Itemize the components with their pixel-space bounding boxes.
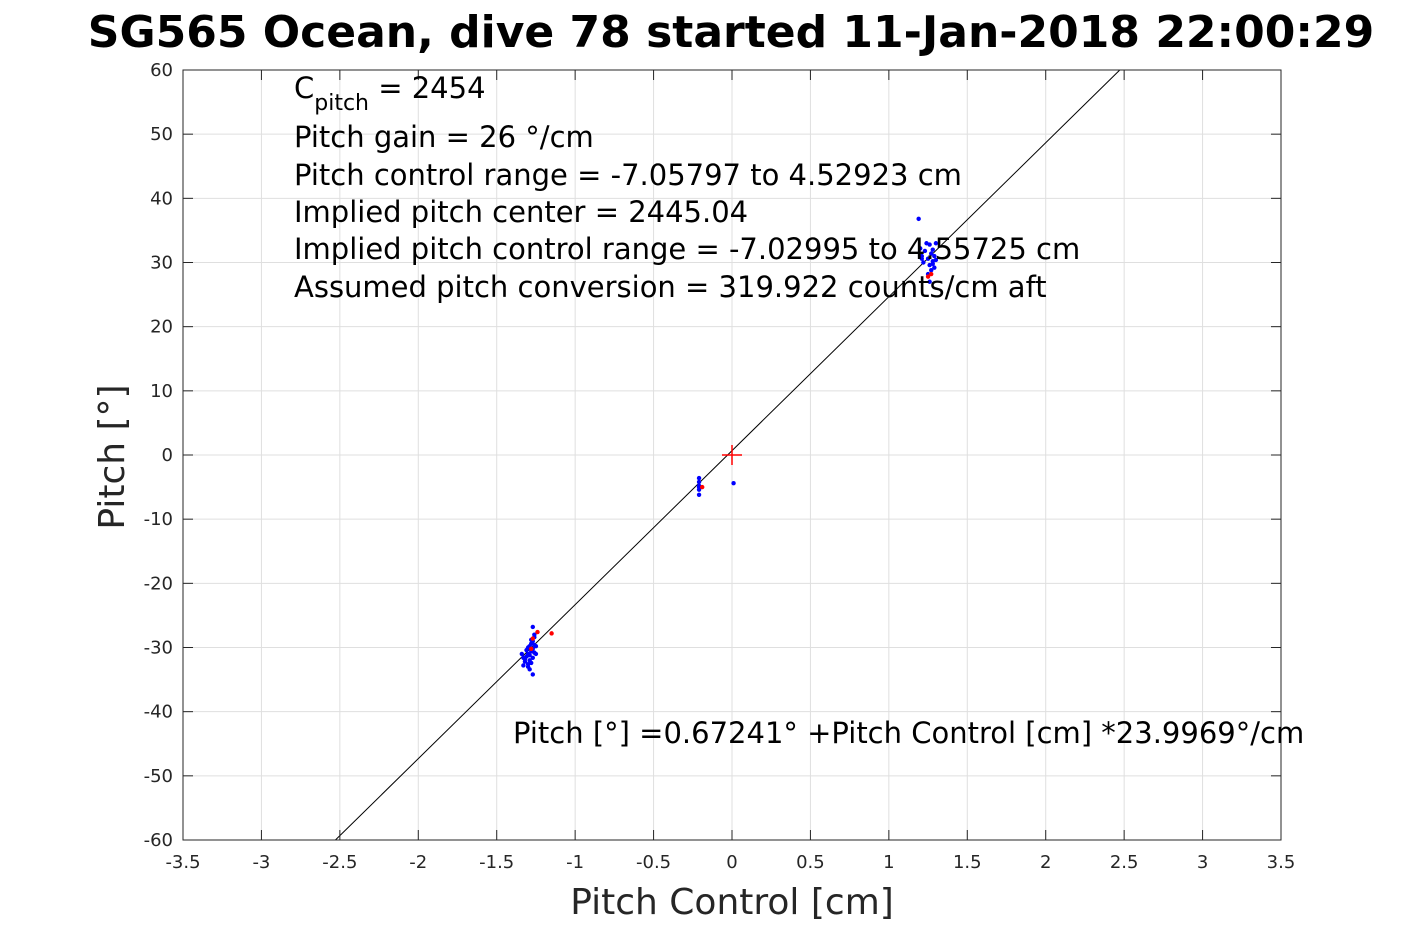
data-point-blue bbox=[929, 268, 934, 273]
data-point-red bbox=[925, 274, 931, 279]
y-tick-label: 20 bbox=[150, 317, 173, 338]
x-tick-label: 2.5 bbox=[1110, 852, 1139, 873]
data-point-blue bbox=[916, 216, 921, 222]
annotation-cpitch: Cpitch = 2454 bbox=[294, 71, 486, 116]
data-point-blue bbox=[533, 651, 539, 657]
y-tick-label: 10 bbox=[150, 381, 173, 402]
x-tick-label: -2 bbox=[409, 852, 427, 873]
y-tick-label: -60 bbox=[144, 830, 173, 851]
data-point-blue bbox=[731, 481, 736, 486]
x-tick-label: -2.5 bbox=[322, 852, 357, 873]
x-tick-label: 2 bbox=[1040, 852, 1051, 873]
data-point-blue bbox=[696, 479, 702, 485]
x-tick-label: 1 bbox=[883, 852, 894, 873]
x-tick-label: 3.5 bbox=[1267, 852, 1296, 873]
data-point-blue bbox=[532, 632, 537, 637]
y-tick-label: 60 bbox=[150, 60, 173, 81]
y-tick-label: 30 bbox=[150, 253, 173, 274]
x-tick-labels: -3.5 -3 -2.5 -2 -1.5 -1 -0.5 0 0.5 1 1.5 2 2.5 3 3.5 bbox=[165, 852, 1295, 873]
data-point-blue bbox=[521, 663, 526, 668]
data-point-blue bbox=[922, 248, 928, 254]
y-tick-label: -40 bbox=[144, 702, 173, 723]
data-point-red bbox=[535, 629, 540, 635]
x-tick-label: -0.5 bbox=[636, 852, 671, 873]
y-tick-label: 40 bbox=[150, 188, 173, 209]
data-point-blue bbox=[533, 644, 539, 649]
x-tick-label: 1.5 bbox=[953, 852, 982, 873]
data-point-blue bbox=[525, 651, 531, 657]
x-tick-label: 3 bbox=[1197, 852, 1208, 873]
y-tick-label: 0 bbox=[162, 445, 173, 466]
data-points bbox=[519, 216, 939, 677]
y-tick-label: -30 bbox=[144, 638, 173, 659]
annotation-implied-center: Implied pitch center = 2445.04 bbox=[294, 195, 748, 229]
y-axis-label: Pitch [°] bbox=[92, 384, 133, 529]
data-point-blue bbox=[522, 656, 528, 662]
data-point-red bbox=[530, 636, 535, 641]
axis-ticks bbox=[182, 69, 1282, 841]
x-axis-label: Pitch Control [cm] bbox=[570, 882, 894, 923]
data-point-red bbox=[549, 631, 554, 636]
data-point-blue bbox=[932, 253, 937, 259]
y-tick-label: -50 bbox=[144, 766, 173, 787]
annotation-conversion: Assumed pitch conversion = 319.922 count… bbox=[294, 270, 1047, 304]
x-tick-label: 0.5 bbox=[796, 852, 825, 873]
data-point-blue bbox=[519, 651, 525, 657]
annotation-implied-range: Implied pitch control range = -7.02995 t… bbox=[294, 232, 1080, 266]
x-tick-label: 0 bbox=[726, 852, 737, 873]
annotation-control-range: Pitch control range = -7.05797 to 4.5292… bbox=[294, 158, 962, 192]
chart-title: SG565 Ocean, dive 78 started 11-Jan-2018… bbox=[88, 7, 1374, 58]
y-tick-label: 50 bbox=[150, 124, 173, 145]
data-point-blue bbox=[929, 251, 934, 256]
data-point-blue bbox=[529, 660, 534, 666]
annotation-fit-equation: Pitch [°] =0.67241° +Pitch Control [cm] … bbox=[513, 716, 1304, 750]
cpitch-value: = 2454 bbox=[369, 71, 486, 105]
data-point-blue bbox=[530, 655, 535, 660]
data-point-blue bbox=[527, 667, 532, 672]
data-point-blue bbox=[930, 261, 935, 266]
center-marker bbox=[722, 445, 742, 465]
data-point-blue bbox=[933, 241, 939, 246]
data-point-blue bbox=[530, 672, 535, 677]
data-point-blue bbox=[921, 260, 926, 265]
data-point-blue bbox=[933, 257, 939, 263]
data-point-blue bbox=[930, 247, 935, 252]
data-point-blue bbox=[927, 242, 932, 247]
data-point-blue bbox=[925, 256, 931, 261]
data-point-red bbox=[699, 484, 705, 490]
plot-area bbox=[182, 69, 1282, 841]
annotation-pitch-gain: Pitch gain = 26 °/cm bbox=[294, 120, 594, 154]
data-point-red bbox=[929, 271, 934, 277]
annotation-block: Cpitch = 2454 Pitch gain = 26 °/cm Pitch… bbox=[294, 71, 1304, 750]
x-tick-label: -1.5 bbox=[479, 852, 514, 873]
cpitch-subscript: pitch bbox=[314, 91, 369, 116]
data-point-blue bbox=[918, 246, 923, 251]
y-tick-label: -20 bbox=[144, 573, 173, 594]
data-point-blue bbox=[927, 279, 932, 284]
y-tick-labels: -60 -50 -40 -30 -20 -10 0 10 20 30 40 50 60 bbox=[144, 60, 173, 851]
x-tick-label: -3 bbox=[252, 852, 270, 873]
x-tick-label: -1 bbox=[566, 852, 584, 873]
x-tick-label: -3.5 bbox=[165, 852, 200, 873]
data-point-blue bbox=[696, 475, 702, 481]
data-point-blue bbox=[696, 492, 702, 497]
y-tick-label: -10 bbox=[144, 509, 173, 530]
data-point-red bbox=[529, 646, 534, 651]
data-point-blue bbox=[530, 624, 535, 630]
cpitch-base: C bbox=[294, 71, 314, 105]
data-point-blue bbox=[919, 256, 924, 261]
data-point-blue bbox=[696, 484, 702, 490]
data-point-blue bbox=[932, 265, 937, 270]
